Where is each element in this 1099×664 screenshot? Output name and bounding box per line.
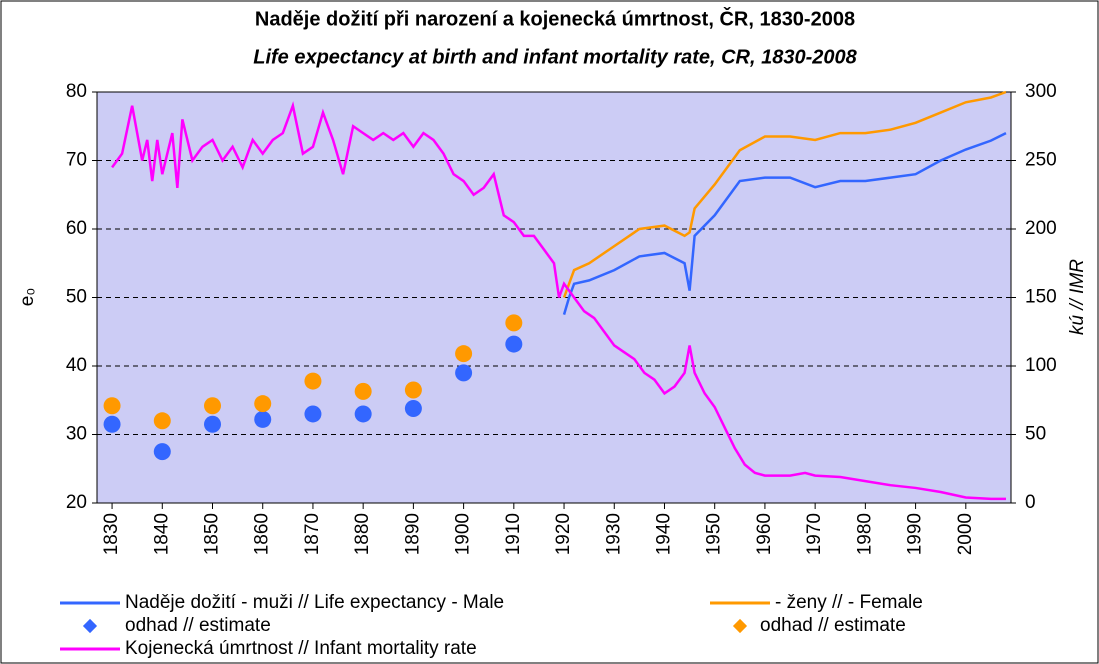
- legend-swatch: [82, 618, 98, 634]
- x-tick-label: 1910: [503, 513, 524, 555]
- x-tick-label: 1900: [453, 513, 474, 555]
- legend-label: odhad // estimate: [125, 615, 271, 636]
- estimate-point: [354, 405, 372, 423]
- estimate-point: [153, 412, 171, 430]
- legend-swatch: [732, 618, 748, 634]
- x-tick-label: 1830: [101, 513, 122, 555]
- x-tick-label: 1940: [653, 513, 674, 555]
- chart-subtitle: Life expectancy at birth and infant mort…: [253, 46, 857, 68]
- y-tick-label: 20: [66, 492, 87, 513]
- x-tick-label: 1980: [854, 513, 875, 555]
- y2-tick-label: 50: [1025, 424, 1046, 445]
- y2-tick-label: 0: [1025, 492, 1036, 513]
- series-line: [562, 90, 1007, 298]
- estimate-point: [505, 335, 523, 353]
- legend-label: odhad // estimate: [760, 615, 906, 636]
- y2-tick-label: 150: [1025, 287, 1057, 308]
- estimate-point: [103, 415, 121, 433]
- estimate-point: [103, 397, 121, 415]
- x-tick-label: 1970: [804, 513, 825, 555]
- y-tick-label: 80: [66, 81, 87, 102]
- x-tick-label: 1840: [151, 513, 172, 555]
- x-tick-label: 1880: [352, 513, 373, 555]
- x-tick-label: 1930: [603, 513, 624, 555]
- estimate-point: [204, 415, 222, 433]
- estimate-point: [404, 399, 422, 417]
- estimate-point: [455, 364, 473, 382]
- y-tick-label: 60: [66, 218, 87, 239]
- estimate-point: [254, 395, 272, 413]
- y2-tick-label: 250: [1025, 150, 1057, 171]
- legend-label: Kojenecká úmrtnost // Infant mortality r…: [125, 638, 477, 659]
- y2-axis-label: kú // IMR: [1067, 259, 1088, 335]
- y-tick-label: 40: [66, 355, 87, 376]
- x-tick-label: 1860: [252, 513, 273, 555]
- y-tick-label: 70: [66, 150, 87, 171]
- x-tick-label: 1920: [553, 513, 574, 555]
- estimate-point: [304, 405, 322, 423]
- x-tick-label: 1960: [754, 513, 775, 555]
- y-axis-label: e₀: [17, 288, 38, 306]
- series-line: [111, 101, 1006, 501]
- chart-title: Naděje dožití při narození a kojenecká ú…: [255, 6, 855, 30]
- legend-label: - ženy // - Female: [775, 592, 923, 613]
- estimate-point: [455, 345, 473, 363]
- estimate-point: [354, 382, 372, 400]
- y2-tick-label: 300: [1025, 81, 1057, 102]
- series-line: [562, 131, 1007, 315]
- y2-tick-label: 100: [1025, 355, 1057, 376]
- legend-label: Naděje dožití - muži // Life expectancy …: [125, 592, 504, 613]
- x-tick-label: 2000: [955, 513, 976, 555]
- estimate-point: [404, 381, 422, 399]
- y-tick-label: 50: [66, 287, 87, 308]
- estimate-point: [204, 397, 222, 415]
- x-tick-label: 1890: [402, 513, 423, 555]
- estimate-point: [153, 443, 171, 461]
- estimate-point: [505, 314, 523, 332]
- y-tick-label: 30: [66, 424, 87, 445]
- x-tick-label: 1870: [302, 513, 323, 555]
- x-tick-label: 1850: [202, 513, 223, 555]
- x-tick-label: 1950: [704, 513, 725, 555]
- estimate-point: [254, 410, 272, 428]
- plot-area: [96, 91, 1012, 504]
- x-tick-label: 1990: [905, 513, 926, 555]
- estimate-point: [304, 372, 322, 390]
- y2-tick-label: 200: [1025, 218, 1057, 239]
